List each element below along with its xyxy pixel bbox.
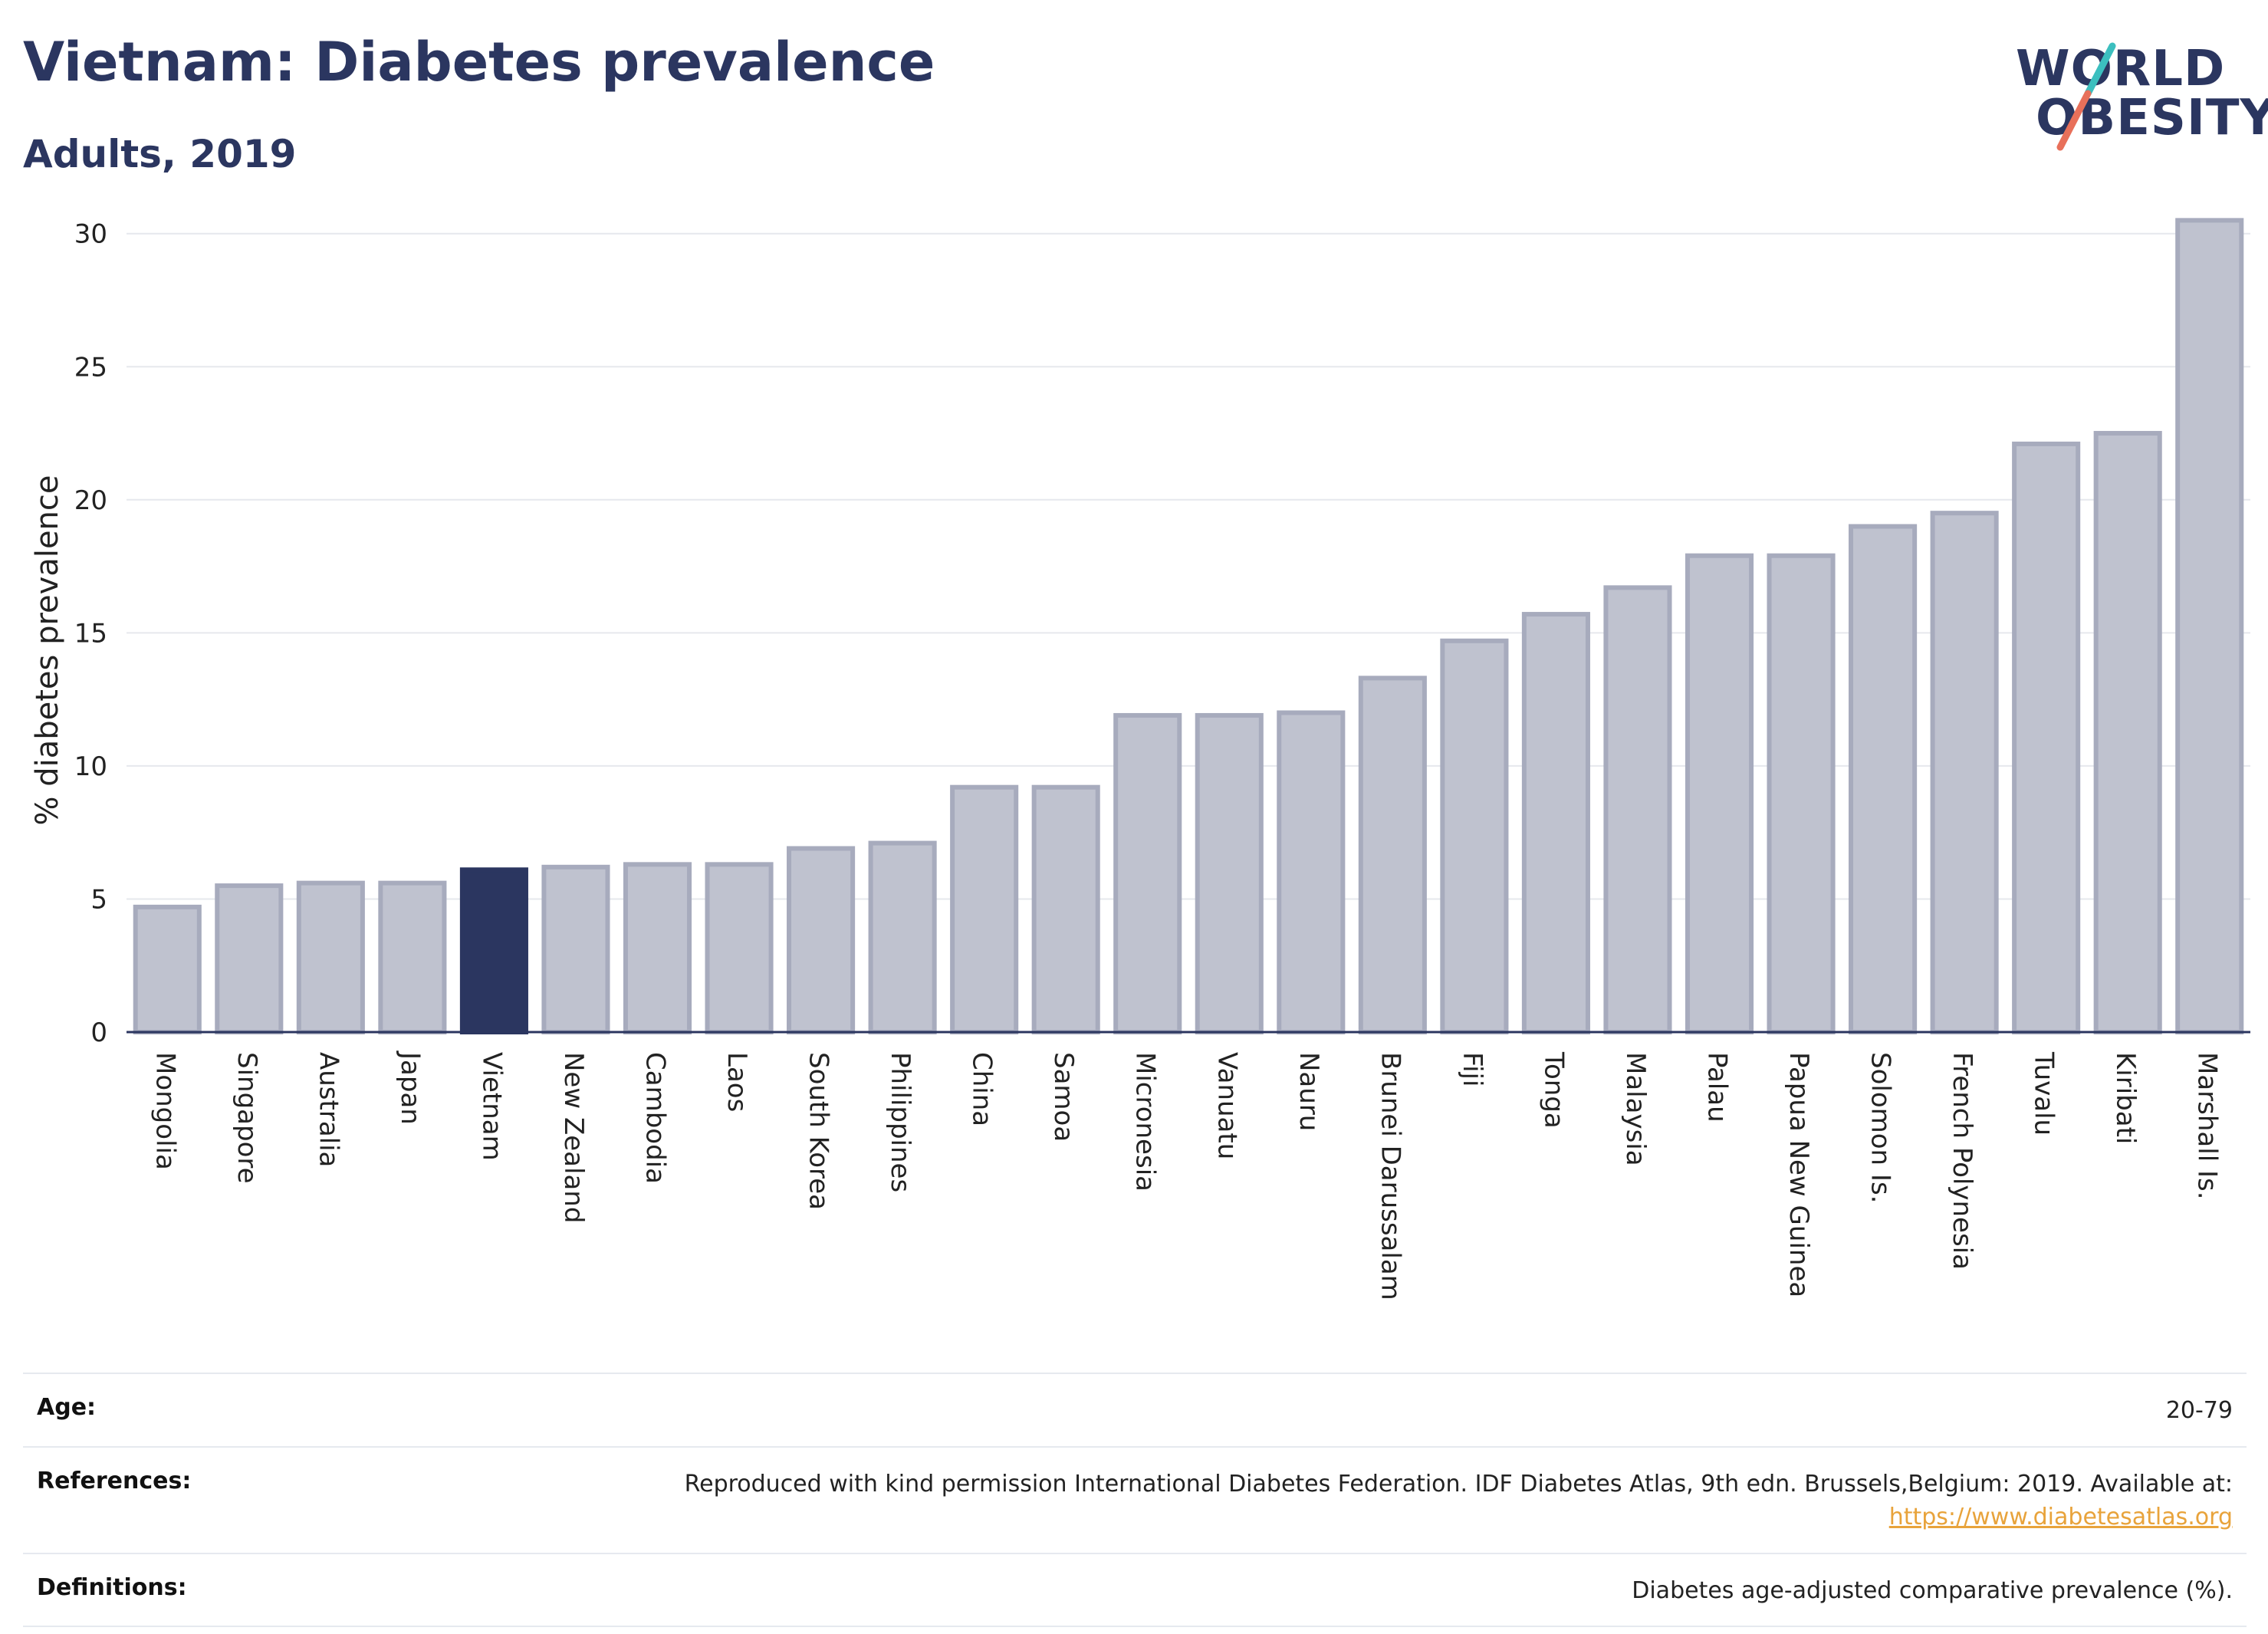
bar-palau[interactable] <box>1685 553 1754 1034</box>
bar-japan[interactable] <box>378 880 447 1034</box>
bar-tuvalu[interactable] <box>2012 441 2081 1034</box>
bar-brunei-darussalam[interactable] <box>1358 676 1427 1034</box>
info-value-definitions: Diabetes age-adjusted comparative preval… <box>1632 1576 2233 1604</box>
chart-subtitle: Adults, 2019 <box>23 132 297 176</box>
bar-fiji[interactable] <box>1440 638 1509 1035</box>
bar-papua-new-guinea[interactable] <box>1767 553 1836 1034</box>
y-tick-label: 0 <box>90 1018 107 1048</box>
bar-kiribati[interactable] <box>2093 431 2162 1034</box>
bar-samoa[interactable] <box>1031 784 1100 1034</box>
info-row-references: References: Reproduced with kind permiss… <box>23 1445 2247 1553</box>
bar-philippines[interactable] <box>868 840 937 1034</box>
bar-marshall-is[interactable] <box>2175 218 2244 1034</box>
x-tick-label: Fiji <box>1457 1052 1487 1087</box>
y-tick-label: 15 <box>74 618 107 649</box>
x-tick-label: French Polynesia <box>1947 1052 1977 1270</box>
bar-laos[interactable] <box>705 862 774 1035</box>
bar-china[interactable] <box>950 784 1019 1034</box>
x-tick-label: Papua New Guinea <box>1783 1052 1814 1297</box>
x-tick-label: Australia <box>313 1052 343 1167</box>
bar-chart: 0 5 10 15 20 25 30 Mongolia Singapore Australia J… <box>30 218 2250 1300</box>
info-row-age: Age: 20-79 <box>23 1373 2247 1446</box>
y-axis-ticks: 0 5 10 15 20 25 30 <box>74 219 107 1048</box>
world-obesity-logo[interactable]: WORLD OBESITY <box>1997 23 2268 161</box>
info-row-definitions: Definitions: Diabetes age-adjusted compa… <box>23 1552 2247 1627</box>
x-tick-label: Marshall Is. <box>2192 1052 2223 1200</box>
x-tick-label: Japan <box>395 1050 426 1125</box>
x-tick-label: Vanuatu <box>1211 1052 1242 1159</box>
x-tick-label: Laos <box>721 1052 752 1112</box>
x-tick-label: Nauru <box>1293 1052 1324 1131</box>
bar-malaysia[interactable] <box>1603 585 1672 1034</box>
x-tick-label: South Korea <box>804 1052 834 1210</box>
x-tick-label: Cambodia <box>640 1052 671 1184</box>
x-tick-label: New Zealand <box>558 1052 589 1223</box>
x-tick-label: Kiribati <box>2110 1052 2141 1144</box>
bar-nauru[interactable] <box>1277 710 1346 1035</box>
y-tick-label: 20 <box>74 485 107 516</box>
y-tick-label: 10 <box>74 751 107 782</box>
x-tick-label: Brunei Darussalam <box>1375 1052 1405 1300</box>
info-value-age: 20-79 <box>2165 1397 2233 1424</box>
bar-australia[interactable] <box>296 880 365 1034</box>
bar-singapore[interactable] <box>215 883 284 1035</box>
x-tick-label: Micronesia <box>1130 1052 1161 1192</box>
x-tick-label: Palau <box>1702 1052 1733 1123</box>
x-tick-label: Mongolia <box>150 1052 180 1170</box>
bar-cambodia[interactable] <box>623 862 692 1035</box>
info-label-age: Age: <box>37 1394 97 1421</box>
bar-vanuatu[interactable] <box>1195 712 1264 1034</box>
x-tick-label: China <box>967 1052 998 1126</box>
logo-text-world: WORLD <box>2016 41 2226 97</box>
y-tick-label: 5 <box>90 884 107 915</box>
bar-french-polynesia[interactable] <box>1930 511 1999 1034</box>
x-axis-labels: Mongolia Singapore Australia Japan Vietnam Ne… <box>150 1050 2222 1300</box>
x-tick-label: Samoa <box>1048 1052 1079 1142</box>
x-tick-label: Tuvalu <box>2029 1051 2059 1136</box>
info-value-references: Reproduced with kind permission Internat… <box>685 1468 2247 1534</box>
bar-new-zealand[interactable] <box>541 864 610 1034</box>
y-tick-label: 25 <box>74 352 107 383</box>
bar-vietnam[interactable] <box>459 867 528 1035</box>
x-tick-label: Tonga <box>1538 1051 1569 1129</box>
x-tick-label: Solomon Is. <box>1865 1052 1896 1203</box>
bar-south-korea[interactable] <box>787 846 856 1035</box>
bars <box>133 218 2244 1035</box>
x-tick-label: Malaysia <box>1620 1052 1651 1166</box>
references-link[interactable]: https://www.diabetesatlas.org <box>1888 1504 2233 1530</box>
bar-solomon-is[interactable] <box>1849 524 1918 1035</box>
info-label-definitions: Definitions: <box>37 1573 187 1601</box>
x-tick-label: Philippines <box>885 1052 915 1192</box>
y-tick-label: 30 <box>74 219 107 250</box>
bar-tonga[interactable] <box>1521 612 1590 1034</box>
chart-title: Vietnam: Diabetes prevalence <box>23 31 935 94</box>
x-tick-label: Singapore <box>232 1052 262 1184</box>
bar-mongolia[interactable] <box>133 904 202 1034</box>
x-tick-label: Vietnam <box>476 1052 507 1161</box>
bar-micronesia[interactable] <box>1113 712 1182 1034</box>
references-text: Reproduced with kind permission Internat… <box>684 1470 2233 1498</box>
info-label-references: References: <box>37 1467 192 1494</box>
info-table: Age: 20-79 References: Reproduced with k… <box>23 1373 2247 1627</box>
logo-slash-icon <box>2056 42 2116 151</box>
y-axis-title: % diabetes prevalence <box>30 475 65 825</box>
